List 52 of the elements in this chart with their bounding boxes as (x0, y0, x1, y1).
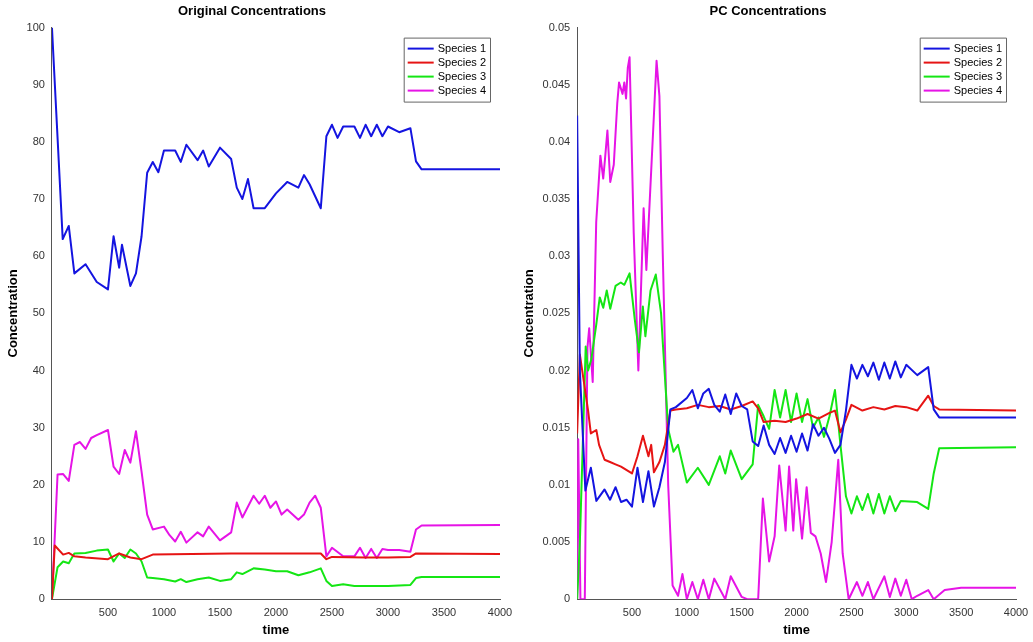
y-tick-label: 50 (32, 306, 45, 319)
y-tick-label: 0 (38, 592, 45, 605)
y-tick-label: 0 (564, 592, 571, 605)
legend-label: Species 2 (953, 55, 1002, 68)
legend-label: Species 2 (437, 55, 486, 68)
y-tick-label: 70 (32, 192, 45, 205)
chart-title: PC Concentrations (709, 3, 827, 19)
x-tick-label: 4000 (487, 605, 513, 618)
legend-label: Species 1 (953, 41, 1002, 54)
chart-title: Original Concentrations (177, 3, 327, 19)
x-tick-label: 2000 (784, 605, 809, 618)
y-tick-label: 0.045 (542, 77, 571, 90)
y-tick-label: 0.04 (548, 134, 571, 147)
x-axis-title: time (262, 621, 290, 637)
y-tick-label: 0.035 (542, 192, 571, 205)
y-tick-label: 0.025 (542, 306, 571, 319)
legend-label: Species 4 (437, 83, 486, 96)
y-tick-label: 100 (26, 20, 45, 33)
y-tick-label: 80 (32, 134, 45, 147)
y-tick-label: 0.03 (548, 249, 571, 262)
x-tick-label: 2000 (263, 605, 289, 618)
x-tick-label: 3000 (375, 605, 401, 618)
x-tick-label: 3500 (948, 605, 974, 618)
x-tick-label: 500 (622, 605, 642, 618)
y-tick-label: 0.005 (542, 535, 571, 548)
y-axis-title: Concentration (5, 269, 21, 358)
y-tick-label: 40 (32, 363, 45, 376)
y-tick-label: 0.05 (548, 20, 571, 33)
y-tick-label: 90 (32, 77, 45, 90)
y-tick-label: 0.02 (548, 363, 571, 376)
y-tick-label: 0.01 (548, 477, 571, 490)
y-tick-label: 60 (32, 249, 45, 262)
y-tick-label: 0.015 (542, 420, 571, 433)
y-tick-label: 10 (32, 535, 45, 548)
x-tick-label: 3000 (894, 605, 919, 618)
x-tick-label: 1500 (207, 605, 233, 618)
x-tick-label: 1500 (729, 605, 754, 618)
legend-label: Species 3 (953, 69, 1002, 82)
y-tick-label: 30 (32, 420, 45, 433)
legend-label: Species 1 (437, 41, 486, 54)
y-axis-title: Concentration (521, 269, 537, 358)
x-tick-label: 1000 (674, 605, 700, 618)
y-tick-label: 20 (32, 477, 45, 490)
x-tick-label: 500 (98, 605, 118, 618)
legend-label: Species 4 (953, 83, 1002, 96)
x-tick-label: 2500 (319, 605, 345, 618)
x-tick-label: 1000 (151, 605, 177, 618)
x-tick-label: 3500 (431, 605, 457, 618)
x-tick-label: 4000 (1003, 605, 1029, 618)
legend-label: Species 3 (437, 69, 486, 82)
x-tick-label: 2500 (839, 605, 864, 618)
x-axis-title: time (783, 621, 810, 637)
